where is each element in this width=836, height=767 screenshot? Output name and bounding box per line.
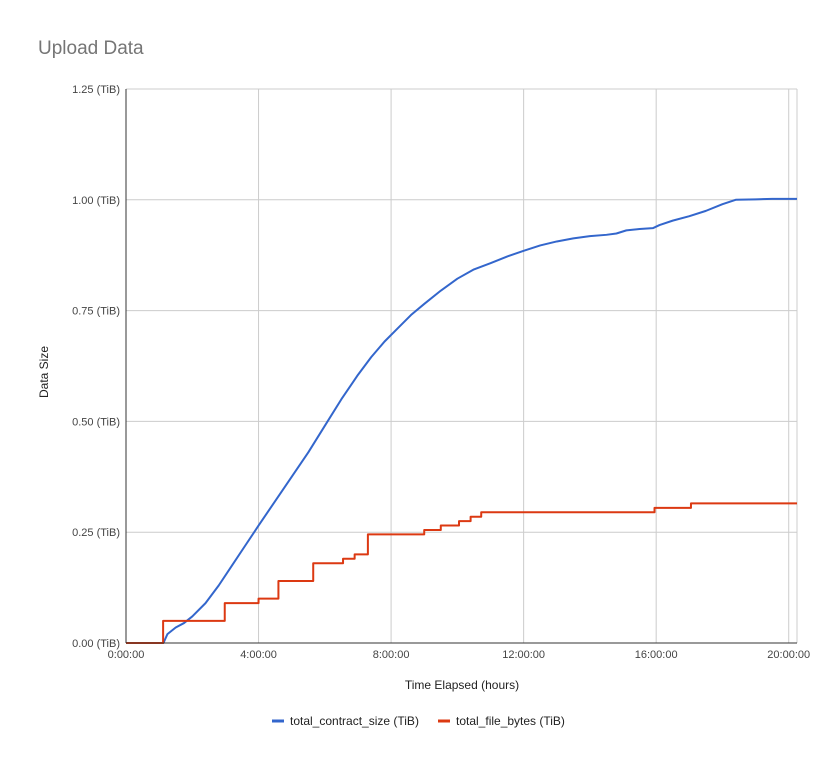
- y-tick-label: 0.75 (TiB): [72, 306, 120, 318]
- x-tick-label: 4:00:00: [240, 649, 277, 661]
- x-tick-label: 16:00:00: [635, 649, 678, 661]
- series-line-file-bytes[interactable]: [126, 502, 797, 644]
- y-tick-label: 0.50 (TiB): [72, 416, 120, 428]
- x-tick-label: 8:00:00: [373, 649, 410, 661]
- x-tick-label: 0:00:00: [108, 649, 145, 661]
- y-axis-label: Data Size: [37, 346, 51, 398]
- series-line-contract-size[interactable]: [126, 197, 797, 644]
- series-layer: [126, 197, 797, 644]
- legend: total_contract_size (TiB) total_file_byt…: [272, 714, 565, 728]
- x-axis-label: Time Elapsed (hours): [405, 678, 519, 692]
- legend-label-file-bytes: total_file_bytes (TiB): [456, 714, 565, 728]
- legend-label-contract-size: total_contract_size (TiB): [290, 714, 419, 728]
- axis-layer: 0.00 (TiB) 0.25 (TiB) 0.50 (TiB) 0.75 (TiB)…: [72, 84, 810, 661]
- legend-item-contract-size[interactable]: total_contract_size (TiB): [272, 714, 419, 728]
- grid-layer: [126, 88, 798, 643]
- x-tick-label: 12:00:00: [502, 649, 545, 661]
- chart-title: Upload Data: [38, 38, 144, 59]
- y-tick-label: 0.00 (TiB): [72, 638, 120, 650]
- y-tick-label: 0.25 (TiB): [72, 527, 120, 539]
- y-tick-label: 1.25 (TiB): [72, 84, 120, 96]
- x-tick-label: 20:00:00: [767, 649, 810, 661]
- legend-item-file-bytes[interactable]: total_file_bytes (TiB): [438, 714, 565, 728]
- y-tick-label: 1.00 (TiB): [72, 195, 120, 207]
